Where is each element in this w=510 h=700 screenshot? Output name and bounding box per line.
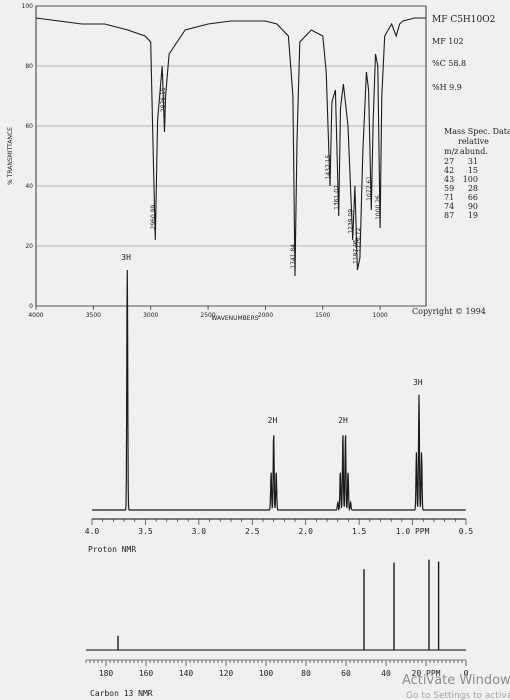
carbon-nmr-tick-label: 180	[99, 669, 114, 678]
carbon-nmr-ticks: 180 160 140 120 100 80 60 40 20 PPM 0	[85, 660, 469, 678]
carbon-nmr-tick-label: 80	[301, 669, 311, 678]
ir-peak-label: 2876.15	[160, 87, 167, 112]
ir-y-ticks: 100 80 60 40 20 0	[22, 3, 34, 310]
ir-x-tick-label: 3500	[86, 312, 101, 319]
ir-x-tick-label: 4000	[28, 312, 43, 319]
proton-nmr-integrations: 3H 2H 2H 3H	[121, 253, 423, 425]
ir-x-tick-label: 2000	[258, 312, 273, 319]
proton-nmr-tick-label: 3.5	[138, 527, 153, 536]
proton-nmr-tick-label: 2.0	[298, 527, 313, 536]
carbon-nmr-tick-label: 60	[341, 669, 351, 678]
proton-nmr-panel: 4.0 3.5 3.0 2.5 2.0 1.5 1.0 PPM 0.5 3H 2H 2H 3H Pr…	[85, 253, 474, 554]
ir-x-axis-label: WAVENUMBERS	[211, 315, 258, 322]
ir-peak-label: 1197.95	[352, 239, 359, 264]
ir-x-tick-label: 3000	[143, 312, 158, 319]
proton-nmr-ticks: 4.0 3.5 3.0 2.5 2.0 1.5 1.0 PPM 0.5	[85, 519, 474, 536]
ir-x-ticks: 4000 3500 3000 2500 2000 1500 1000	[28, 306, 388, 319]
ir-x-tick-label: 2500	[200, 312, 215, 319]
carbon-nmr-title: Carbon 13 NMR	[90, 689, 153, 698]
mass-spec-col-mz: m/z	[444, 147, 459, 156]
carbon-nmr-tick-label: 160	[139, 669, 154, 678]
ir-y-tick-label: 20	[25, 243, 33, 250]
proton-nmr-tick-label: 4.0	[85, 527, 100, 536]
ir-peak-label: 1361.02	[334, 185, 341, 210]
activate-windows-watermark: Activate Windows	[402, 673, 510, 688]
proton-nmr-trace	[92, 269, 466, 512]
carbon-nmr-panel: 180 160 140 120 100 80 60 40 20 PPM 0 Carbon 13 N…	[85, 559, 469, 698]
carbon-nmr-peaks	[117, 559, 440, 650]
ir-copyright: Copyright © 1994	[412, 307, 486, 316]
activate-windows-subtext: Go to Settings to activate	[406, 691, 510, 700]
mass-spec-mz: 59	[444, 184, 454, 193]
proton-nmr-integration: 3H	[121, 253, 131, 262]
proton-nmr-tick-label: 1.5	[352, 527, 367, 536]
ir-peak-label: 2960.99	[150, 204, 157, 229]
ir-peak-label: 1239.09	[348, 209, 355, 234]
mass-spec-abund: 100	[463, 175, 478, 184]
mass-spec-title: Mass Spec. Data	[444, 127, 510, 136]
proton-nmr-tick-label: 3.0	[192, 527, 207, 536]
mass-spec-rows: 27 31 42 15 43 100 59 28 71 66 74 90 87 19	[444, 157, 478, 220]
carbon-nmr-tick-label: 120	[219, 669, 234, 678]
proton-nmr-integration: 2H	[268, 416, 278, 425]
ir-y-tick-label: 100	[22, 3, 34, 10]
ir-spectrum-trace	[35, 17, 426, 277]
mass-spec-table: Mass Spec. Data relative m/z abund. 27 31…	[444, 127, 510, 220]
mass-spec-mz: 42	[444, 166, 454, 175]
mass-spec-mz: 87	[444, 211, 454, 220]
molecular-info: MF C5H10O2 MF 102 %C 58.8 %H 9.9	[432, 15, 495, 92]
mass-spec-mz: 71	[444, 193, 454, 202]
ir-y-axis-label: % TRANSMITTANCE	[7, 127, 14, 185]
ir-y-tick-label: 0	[29, 303, 33, 310]
mass-spec-mz: 74	[444, 202, 454, 211]
mass-spec-abund: 28	[468, 184, 478, 193]
ir-grid	[36, 5, 426, 307]
ir-peak-label: 1437.15	[325, 154, 332, 179]
proton-nmr-tick-label: 2.5	[245, 527, 260, 536]
mass-spec-mz: 27	[444, 157, 454, 166]
mass-spec-mz: 43	[444, 175, 454, 184]
proton-nmr-integration: 3H	[413, 378, 423, 387]
ir-peak-label: 1077.61	[366, 176, 373, 201]
proton-nmr-integration: 2H	[338, 416, 348, 425]
mass-spec-abund: 90	[468, 202, 478, 211]
proton-nmr-tick-label: 0.5	[459, 527, 474, 536]
mass-spec-abund: 31	[468, 157, 478, 166]
mass-spec-abund: 19	[468, 211, 478, 220]
ir-peak-label: 1000.26	[375, 195, 382, 220]
mass-spec-relative: relative	[458, 137, 489, 146]
ir-y-tick-label: 40	[25, 183, 33, 190]
carbon-nmr-tick-label: 20 PPM	[412, 669, 441, 678]
ir-y-tick-label: 80	[25, 63, 33, 70]
ir-peak-label: 1176.72	[355, 227, 362, 252]
proton-nmr-tick-label: 1.0 PPM	[396, 527, 430, 536]
ir-spectrum-panel: 100 80 60 40 20 0 4000 3500 3000 2500 2000 1500 100…	[7, 3, 486, 322]
ir-x-tick-label: 1000	[372, 312, 387, 319]
carbon-nmr-tick-label: 100	[259, 669, 274, 678]
carbon-nmr-tick-label: 40	[381, 669, 391, 678]
ir-peak-label: 1741.84	[290, 244, 297, 269]
percent-carbon: %C 58.8	[432, 59, 466, 68]
ir-frame	[35, 5, 427, 307]
molecular-formula: MF C5H10O2	[432, 15, 495, 25]
mass-spec-abund: 15	[468, 166, 478, 175]
carbon-nmr-tick-label: 0	[464, 669, 469, 678]
proton-nmr-title: Proton NMR	[88, 545, 136, 554]
mass-spec-abund: 66	[468, 193, 478, 202]
molecular-weight: MF 102	[432, 37, 464, 46]
ir-y-tick-label: 60	[25, 123, 33, 130]
mass-spec-col-abund: abund.	[460, 147, 488, 156]
percent-hydrogen: %H 9.9	[432, 83, 462, 92]
carbon-nmr-tick-label: 140	[179, 669, 194, 678]
ir-x-tick-label: 1500	[315, 312, 330, 319]
